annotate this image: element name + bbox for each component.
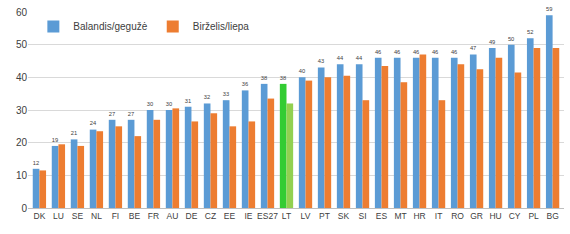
svg-text:44: 44 [356,55,363,61]
svg-text:DE: DE [186,211,198,221]
svg-text:38: 38 [261,75,267,81]
svg-text:IE: IE [244,211,252,221]
svg-text:NL: NL [91,211,102,221]
svg-text:EE: EE [224,211,236,221]
svg-text:46: 46 [451,49,457,55]
svg-text:SI: SI [359,211,367,221]
svg-text:46: 46 [375,49,381,55]
svg-text:AU: AU [167,211,179,221]
svg-text:Birželis/liepa: Birželis/liepa [193,21,250,32]
svg-text:52: 52 [527,29,533,35]
svg-text:CZ: CZ [205,211,216,221]
svg-text:49: 49 [489,39,495,45]
svg-text:24: 24 [90,120,97,126]
svg-text:50: 50 [16,39,28,50]
svg-text:GR: GR [470,211,483,221]
svg-text:LT: LT [282,211,291,221]
svg-text:RO: RO [451,211,464,221]
svg-text:27: 27 [109,111,115,117]
svg-text:DK: DK [33,211,45,221]
svg-text:ES: ES [376,211,388,221]
svg-text:ES27: ES27 [257,211,278,221]
svg-text:46: 46 [432,49,438,55]
svg-text:33: 33 [223,91,229,97]
svg-text:PL: PL [528,211,539,221]
svg-text:HU: HU [489,211,501,221]
svg-text:40: 40 [299,68,305,74]
svg-text:0: 0 [21,203,27,214]
svg-text:20: 20 [16,137,28,148]
svg-text:19: 19 [52,137,58,143]
svg-text:LU: LU [53,211,64,221]
svg-text:43: 43 [318,58,324,64]
svg-text:BG: BG [546,211,558,221]
svg-text:21: 21 [71,130,77,136]
svg-text:46: 46 [394,49,400,55]
svg-text:HR: HR [413,211,425,221]
svg-text:32: 32 [204,94,210,100]
svg-text:SK: SK [338,211,350,221]
svg-text:CY: CY [509,211,521,221]
svg-text:44: 44 [337,55,344,61]
svg-text:27: 27 [128,111,134,117]
svg-text:12: 12 [33,160,39,166]
svg-text:FI: FI [112,211,120,221]
svg-text:36: 36 [242,81,248,87]
svg-text:47: 47 [470,45,476,51]
svg-text:LV: LV [301,211,311,221]
svg-text:PT: PT [319,211,330,221]
svg-text:30: 30 [147,101,153,107]
svg-text:10: 10 [16,170,28,181]
svg-text:38: 38 [280,75,286,81]
svg-text:BE: BE [129,211,141,221]
svg-text:30: 30 [166,101,172,107]
svg-text:IT: IT [435,211,443,221]
svg-text:60: 60 [16,7,28,18]
svg-text:SE: SE [72,211,84,221]
svg-text:50: 50 [508,36,514,42]
svg-text:31: 31 [185,98,191,104]
svg-text:46: 46 [413,49,419,55]
svg-text:Balandis/gegužė: Balandis/gegužė [73,21,147,32]
svg-text:59: 59 [546,6,552,12]
svg-text:40: 40 [16,72,28,83]
svg-text:30: 30 [16,105,28,116]
svg-text:FR: FR [148,211,159,221]
svg-text:MT: MT [394,211,406,221]
